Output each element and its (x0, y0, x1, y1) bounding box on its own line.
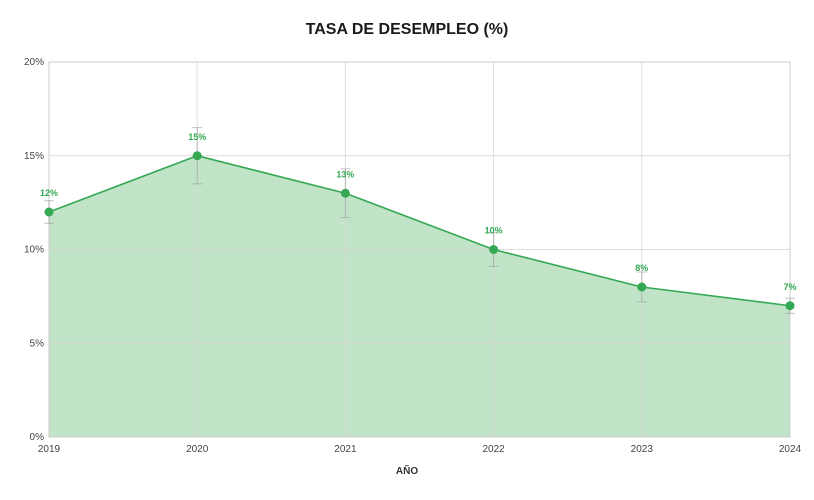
x-tick-label-2022: 2022 (482, 444, 505, 455)
data-label-2021: 13% (336, 169, 354, 179)
y-tick-label-2: 10% (24, 245, 44, 256)
data-label-2022: 10% (485, 226, 503, 236)
x-tick-label-2021: 2021 (334, 444, 357, 455)
data-label-2024: 7% (783, 282, 796, 292)
data-label-2020: 15% (188, 132, 206, 142)
area-fill (49, 155, 790, 437)
x-axis-title: AÑO (395, 466, 419, 477)
chart-title: TASA DE DESEMPLEO (%) (305, 21, 509, 38)
data-point-2021[interactable] (340, 188, 350, 198)
y-tick-label-3: 15% (24, 151, 44, 162)
y-tick-label-1: 5% (30, 338, 45, 349)
x-tick-label-2020: 2020 (186, 444, 209, 455)
y-tick-label-4: 20% (24, 57, 44, 68)
x-tick-label-2019: 2019 (38, 444, 61, 455)
x-tick-label-2024: 2024 (779, 444, 802, 455)
y-tick-label-0: 0% (30, 432, 45, 443)
data-point-2024[interactable] (785, 301, 795, 311)
series-line (48, 154, 791, 307)
data-label-2019: 12% (40, 188, 58, 198)
plot-border (48, 61, 791, 438)
data-point-2019[interactable] (44, 207, 54, 217)
data-label-2023: 8% (635, 263, 648, 273)
data-point-2020[interactable] (192, 151, 202, 161)
data-point-2022[interactable] (489, 245, 499, 254)
data-point-2023[interactable] (637, 282, 647, 292)
x-tick-label-2023: 2023 (631, 444, 654, 455)
